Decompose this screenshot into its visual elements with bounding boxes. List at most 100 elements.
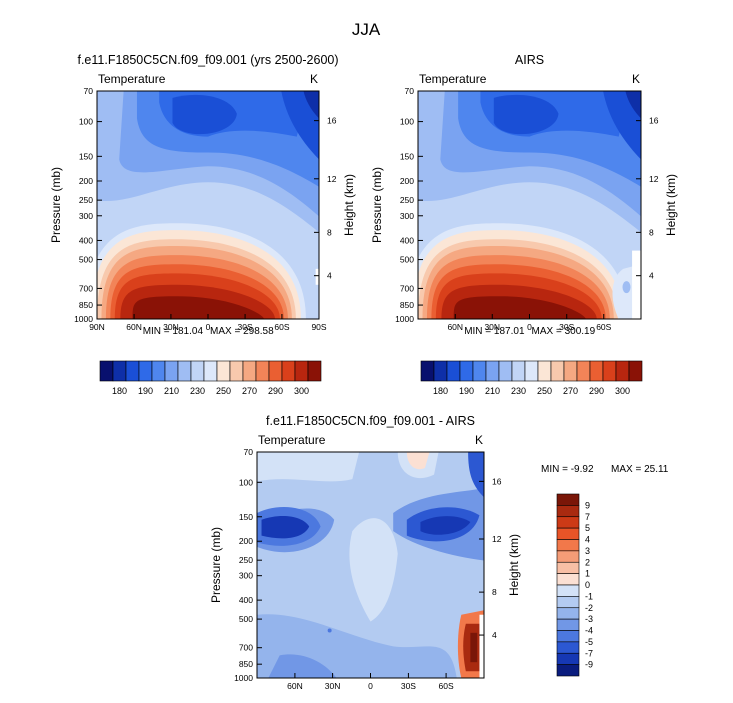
corner-label-left: Temperature — [98, 72, 166, 86]
x-tick-label: 90S — [311, 322, 326, 332]
stat-max: MAX = 298.58 — [210, 326, 274, 337]
colorbar-box — [485, 360, 500, 382]
colorbar-box — [446, 360, 461, 382]
colorbar-box — [556, 573, 580, 586]
colorbar-box — [556, 630, 580, 643]
y-tick-label: 70 — [405, 86, 415, 96]
field-band — [468, 452, 484, 498]
colorbar-label: 190 — [459, 386, 474, 396]
panel-airs: AIRS Temperature K 70 100 150 200 250 300 400 500 7… — [370, 53, 678, 396]
field-band — [493, 94, 559, 135]
y-right-tick-label: 16 — [649, 116, 659, 126]
panel-difference: f.e11.F1850C5CN.f09_f09.001 - AIRS Temper… — [209, 414, 669, 691]
y-tick-label: 400 — [239, 595, 253, 605]
y-tick-label: 500 — [79, 255, 93, 265]
y-right-tick-label: 8 — [492, 587, 497, 597]
y-tick-label: 250 — [400, 195, 414, 205]
y-right-tick-label: 12 — [327, 174, 337, 184]
x-tick-label: 60S — [596, 322, 611, 332]
colorbar-label: -1 — [585, 591, 593, 601]
field-band — [172, 94, 237, 135]
colorbar-label: 5 — [585, 523, 590, 533]
y-tick-label: 300 — [239, 571, 253, 581]
y-tick-label: 300 — [400, 211, 414, 221]
colorbar-label: 3 — [585, 546, 590, 556]
colorbar-label: 180 — [433, 386, 448, 396]
colorbar-box — [556, 539, 580, 552]
panel-title: AIRS — [515, 53, 544, 67]
colorbar-label: 210 — [485, 386, 500, 396]
y-tick-label: 700 — [400, 283, 414, 293]
colorbar-box — [281, 360, 296, 382]
corner-label-left: Temperature — [419, 72, 487, 86]
field-group — [257, 452, 484, 678]
y-tick-label: 70 — [84, 86, 94, 96]
panel-title: f.e11.F1850C5CN.f09_f09.001 (yrs 2500-26… — [77, 53, 338, 67]
y-tick-label: 500 — [239, 614, 253, 624]
colorbar-box — [556, 550, 580, 563]
colorbar-box — [203, 360, 218, 382]
x-tick-label: 30S — [238, 322, 253, 332]
colorbar-label: 290 — [268, 386, 283, 396]
colorbar-box — [420, 360, 435, 382]
y-tick-label: 100 — [400, 117, 414, 127]
colorbar-box — [556, 505, 580, 518]
colorbar-label: 230 — [511, 386, 526, 396]
y-tick-label: 100 — [239, 477, 253, 487]
x-tick-label: 0 — [527, 322, 532, 332]
colorbar-label: 9 — [585, 500, 590, 510]
y-tick-label: 400 — [400, 235, 414, 245]
colorbar-label: 270 — [242, 386, 257, 396]
x-tick-label: 30N — [325, 681, 341, 691]
y-right-tick-label: 16 — [492, 476, 502, 486]
y-axis-label-right: Height (km) — [342, 174, 356, 236]
panel-model: f.e11.F1850C5CN.f09_f09.001 (yrs 2500-26… — [49, 53, 356, 396]
y-right-tick-label: 8 — [327, 227, 332, 237]
colorbar-label: -3 — [585, 614, 593, 624]
colorbar-box — [589, 360, 604, 382]
colorbar-box — [307, 360, 322, 382]
colorbar-box — [511, 360, 526, 382]
colorbar-box — [556, 618, 580, 631]
field-band — [132, 296, 264, 319]
colorbar-box — [556, 652, 580, 665]
x-tick-label: 60N — [447, 322, 463, 332]
colorbar-box — [556, 527, 580, 540]
colorbar-box — [576, 360, 591, 382]
colorbar-box — [268, 360, 283, 382]
y-tick-label: 300 — [79, 211, 93, 221]
y-right-tick-label: 4 — [649, 271, 654, 281]
y-tick-label: 1000 — [74, 314, 93, 324]
colorbar-box — [556, 584, 580, 597]
y-tick-label: 1000 — [395, 314, 414, 324]
field-band — [303, 91, 319, 119]
colorbar-label: 300 — [294, 386, 309, 396]
colorbar-box — [556, 493, 580, 506]
panel-title: f.e11.F1850C5CN.f09_f09.001 - AIRS — [266, 414, 475, 428]
colorbar-label: 270 — [563, 386, 578, 396]
missing-data — [632, 250, 641, 319]
colorbar-label: 230 — [190, 386, 205, 396]
field-band — [406, 452, 430, 470]
y-tick-label: 100 — [79, 117, 93, 127]
field-band — [268, 654, 337, 678]
y-tick-label: 150 — [400, 151, 414, 161]
colorbar-label: -9 — [585, 660, 593, 670]
colorbar-box — [472, 360, 487, 382]
y-right-tick-label: 8 — [649, 227, 654, 237]
y-tick-label: 700 — [79, 283, 93, 293]
colorbar-box — [556, 596, 580, 609]
y-axis-label-right: Height (km) — [664, 174, 678, 236]
colorbar-label: -5 — [585, 637, 593, 647]
x-tick-label: 90N — [89, 322, 105, 332]
missing-data — [479, 614, 484, 678]
colorbar-box — [125, 360, 140, 382]
y-tick-label: 850 — [79, 300, 93, 310]
y-tick-label: 850 — [239, 659, 253, 669]
x-tick-label: 30N — [484, 322, 500, 332]
colorbar-box — [433, 360, 448, 382]
corner-label-right: K — [632, 72, 640, 86]
field-band — [625, 91, 641, 119]
field-band — [327, 628, 332, 633]
y-tick-label: 200 — [239, 536, 253, 546]
